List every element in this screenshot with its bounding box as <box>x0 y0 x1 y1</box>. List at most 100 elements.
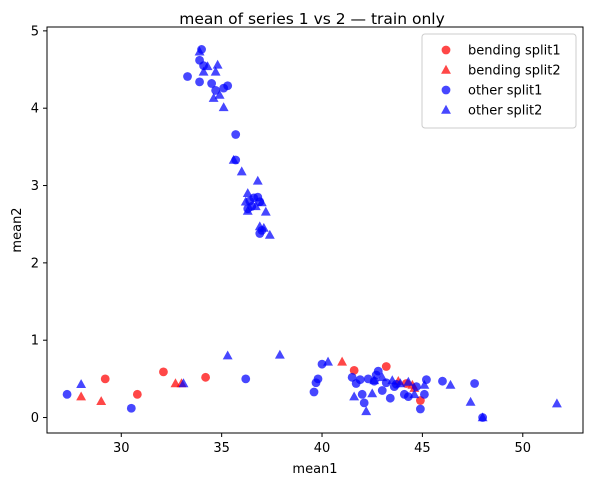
data-point <box>236 166 247 176</box>
data-point <box>377 372 388 382</box>
x-tick-label: 40 <box>314 441 331 456</box>
data-point <box>409 389 420 399</box>
data-point <box>240 196 251 206</box>
data-point <box>76 379 87 389</box>
y-axis: 0 1 2 3 4 5 <box>31 24 47 426</box>
data-point <box>242 205 253 215</box>
y-tick-label: 4 <box>31 102 39 117</box>
y-tick-label: 5 <box>31 24 39 39</box>
legend-marker <box>441 85 451 95</box>
data-point <box>323 356 333 366</box>
data-point <box>252 175 263 185</box>
x-tick-label: 45 <box>414 441 431 456</box>
data-point <box>207 79 217 88</box>
data-point <box>420 389 429 399</box>
x-tick-label: 30 <box>113 441 130 456</box>
data-point <box>222 350 233 360</box>
data-point <box>100 374 110 384</box>
data-point <box>211 86 221 95</box>
legend-label: bending split2 <box>468 64 561 79</box>
data-point <box>212 59 223 69</box>
data-point <box>465 396 476 406</box>
data-point <box>194 46 205 56</box>
data-point <box>415 404 425 414</box>
data-point <box>201 372 210 382</box>
data-point <box>159 367 168 377</box>
legend-entry: bending split2 <box>441 64 561 79</box>
y-axis-title: mean2 <box>10 207 25 252</box>
data-point <box>357 389 367 399</box>
data-point <box>317 359 327 369</box>
data-point <box>373 366 383 376</box>
legend-entry: other split1 <box>441 84 542 99</box>
data-point <box>242 188 253 198</box>
data-point <box>438 376 447 386</box>
data-point <box>132 389 142 399</box>
data-point <box>178 378 189 388</box>
data-point <box>126 403 136 413</box>
data-point <box>62 389 72 399</box>
legend: bending split1 bending split2 other split1… <box>421 33 577 129</box>
data-point <box>210 66 221 76</box>
data-point <box>218 102 229 112</box>
data-point <box>223 81 233 91</box>
legend-label: other split2 <box>468 104 542 119</box>
x-tick-label: 35 <box>213 441 230 456</box>
data-point <box>256 197 267 207</box>
data-point <box>183 72 192 81</box>
data-point <box>274 349 285 359</box>
series-other-split2 <box>76 46 562 422</box>
legend-label: bending split1 <box>468 44 561 59</box>
legend-label: other split1 <box>468 84 542 99</box>
data-point <box>377 386 387 395</box>
data-point <box>198 66 209 76</box>
data-point <box>313 374 323 384</box>
data-point <box>349 365 359 375</box>
legend-marker <box>441 45 451 55</box>
data-point <box>214 89 225 99</box>
x-axis: 30 35 40 45 50 <box>113 433 531 456</box>
data-point <box>309 387 319 397</box>
data-point <box>551 398 562 408</box>
data-point <box>385 393 395 403</box>
legend-entry: bending split1 <box>441 44 561 59</box>
data-point <box>395 378 406 388</box>
data-point <box>361 406 372 416</box>
legend-frame <box>421 33 577 129</box>
x-axis-title: mean1 <box>292 462 337 477</box>
data-point <box>387 375 398 385</box>
data-point <box>355 375 365 385</box>
data-point <box>403 376 414 386</box>
data-point <box>477 412 488 422</box>
data-point <box>403 392 413 402</box>
data-point <box>231 130 241 139</box>
data-point <box>228 154 239 164</box>
data-point <box>260 206 271 216</box>
data-point <box>349 391 360 401</box>
data-point <box>470 379 479 388</box>
data-point <box>419 379 430 389</box>
data-point <box>367 388 378 398</box>
data-point <box>359 398 369 408</box>
data-point <box>264 229 275 239</box>
legend-entry: other split2 <box>441 104 542 119</box>
data-point <box>202 61 213 71</box>
data-point <box>369 375 380 385</box>
data-point <box>241 374 251 384</box>
legend-marker <box>441 104 451 114</box>
data-point <box>258 222 269 232</box>
data-point <box>195 77 204 87</box>
legend-marker <box>441 64 451 74</box>
plot-area-frame <box>46 26 584 434</box>
points-layer <box>62 45 562 422</box>
data-point <box>337 356 348 366</box>
y-tick-label: 2 <box>31 256 39 271</box>
chart-title: mean of series 1 vs 2 — train only <box>179 10 445 28</box>
y-tick-label: 1 <box>31 334 39 349</box>
data-point <box>208 92 219 102</box>
x-tick-label: 50 <box>515 441 532 456</box>
data-point <box>445 379 456 389</box>
y-tick-label: 0 <box>31 411 39 426</box>
y-tick-label: 3 <box>31 179 39 194</box>
